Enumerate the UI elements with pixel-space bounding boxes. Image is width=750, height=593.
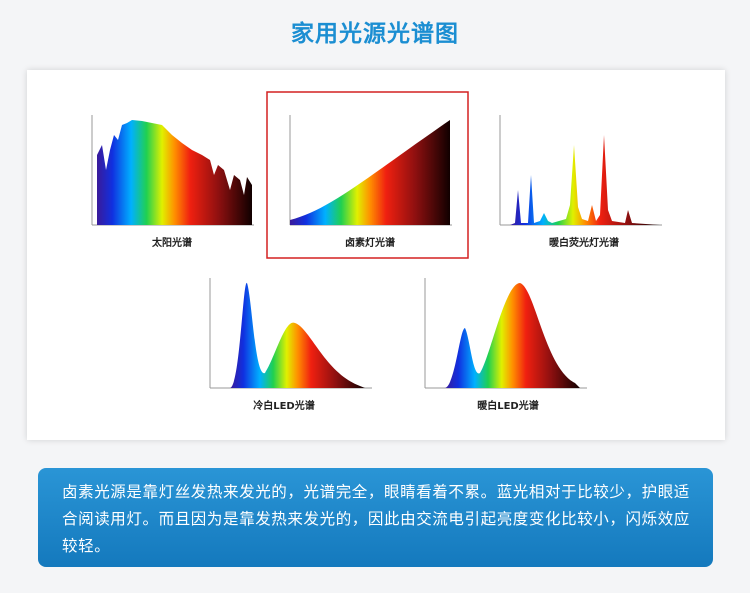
highlight-frame: [266, 91, 469, 259]
page-title: 家用光源光谱图: [291, 21, 459, 47]
cool-led-spectrum: [209, 278, 372, 389]
fluorescent-spectrum: [499, 115, 662, 226]
description: 卤素光源是靠灯丝发热来发光的，光谱完全，眼睛看着不累。蓝光相对于比较少，护眼适合…: [62, 483, 690, 555]
halogen-spectrum: [289, 115, 452, 226]
spectrum-label: 暖白LED光谱: [477, 399, 539, 412]
spectrum-label: 太阳光谱: [151, 236, 192, 249]
spectrum-label: 冷白LED光谱: [253, 399, 315, 412]
spectrum-label: 暖白荧光灯光谱: [549, 236, 619, 249]
sun-spectrum: [91, 115, 254, 226]
description-box: 卤素光源是靠灯丝发热来发光的，光谱完全，眼睛看着不累。蓝光相对于比较少，护眼适合…: [38, 468, 713, 567]
spectrum-label: 卤素灯光谱: [345, 236, 395, 249]
warm-led-spectrum: [424, 278, 587, 389]
